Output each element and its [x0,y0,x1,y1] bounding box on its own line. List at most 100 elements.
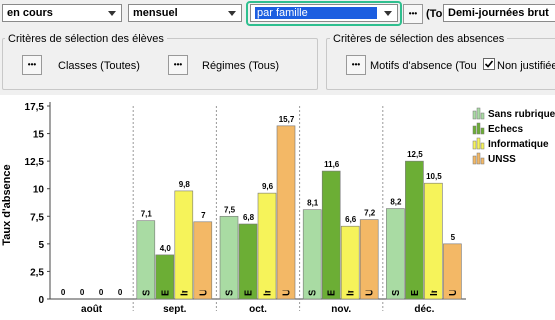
y-tick-label: 17,5 [25,102,45,113]
value-label: 7,2 [364,209,376,218]
value-label: 0 [61,288,66,297]
bar-series-label: Informatique [429,235,440,296]
value-label: 9,8 [179,180,191,189]
check-mark [484,60,494,68]
non-justified-label: Non justifiées [497,60,555,72]
bar [193,221,213,300]
value-label: 8,1 [307,199,319,208]
x-tick-label: déc. [414,304,434,315]
legend-swatch [476,137,481,150]
focus-ring [246,1,402,26]
bar-series-label: Echecs [160,261,171,296]
bar [238,223,258,300]
value-label: 7 [201,211,206,220]
value-label: 6,6 [345,215,357,224]
group-title: Critères de sélection des élèves [5,33,167,45]
bar [424,182,443,300]
bar-series-label: UNSS [365,268,376,296]
bar [405,160,424,300]
bar-series-label: UNSS [198,268,209,296]
bar-series-label: Sans rubrique [58,228,69,296]
legend-label: Echecs [488,124,523,135]
x-tick-label: août [81,304,103,315]
value-label: 15,7 [279,115,295,124]
x-tick-label: oct. [249,304,267,315]
bar [302,209,322,300]
regimes-label: Régimes (Tous) [202,60,280,72]
bar [276,125,296,300]
value-label: 7,1 [141,210,153,219]
unit-text: Demi-journées brut [448,7,549,19]
checkbox[interactable] [483,58,495,70]
bar [340,225,360,300]
bar [174,190,194,300]
legend-swatch [480,157,485,165]
y-tick-label: 5 [38,240,44,251]
legend-swatch [472,140,477,150]
legend-swatch [476,107,481,120]
legend-swatch [476,122,481,135]
y-tick-label: 2,5 [30,267,44,278]
y-axis-label: Taux d'absence [1,164,13,245]
classes-label: Classes (Toutes) [58,60,140,72]
bar-series-label: Sans rubrique [308,228,319,296]
frequency-select[interactable]: mensuel [128,4,242,22]
bar-series-label: Informatique [263,235,274,296]
partial-label: (To [426,8,443,20]
value-label: 11,6 [324,160,340,169]
value-label: 5 [451,233,456,242]
bar-series-label: UNSS [282,268,293,296]
legend-swatch [476,152,481,165]
group-title: Critères de sélection des absences [330,33,508,45]
y-tick-label: 12,5 [25,157,45,168]
bar [443,243,462,300]
bar-series-label: Echecs [244,261,255,296]
bar-series-label: Informatique [179,235,190,296]
classes-button[interactable]: ••• [22,55,42,75]
legend-swatch [472,155,477,165]
period-select[interactable]: en cours [2,4,122,22]
unit-select[interactable]: Demi-journées brut [443,4,555,22]
x-tick-label: sept. [163,304,187,315]
legend-swatch [480,142,485,150]
value-label: 6,8 [243,213,255,222]
regimes-button[interactable]: ••• [168,55,188,75]
legend-swatch [472,125,477,135]
y-tick-label: 10 [33,185,45,196]
bar-series-label: Informatique [346,235,357,296]
frequency-text: mensuel [133,7,178,19]
value-label: 9,6 [262,182,274,191]
value-label: 10,5 [426,172,442,181]
bar [359,219,379,300]
more-button[interactable]: ••• [403,4,423,24]
bar [136,220,156,300]
bar-series-label: Echecs [410,261,421,296]
bar [219,215,239,300]
value-label: 12,5 [407,150,423,159]
y-tick-label: 15 [33,130,45,141]
value-label: 4,0 [160,244,172,253]
value-label: 0 [118,288,123,297]
legend-swatch [472,110,477,120]
bar-series-label: Echecs [327,261,338,296]
x-tick-label: nov. [331,304,351,315]
bar-series-label: Sans rubrique [391,228,402,296]
legend-label: UNSS [488,154,516,165]
value-label: 8,2 [390,198,402,207]
motifs-label: Motifs d'absence (Tou [370,60,477,72]
bar-series-label: Sans rubrique [225,228,236,296]
chart: Taux d'absence 0 2,5 5 7,5 10 12,5 15 17,5 août s… [0,95,555,320]
grouping-text: par famille [255,7,377,19]
legend-label: Sans rubrique [488,109,555,120]
value-label: 7,5 [224,205,236,214]
bar-series-label: UNSS [448,268,459,296]
bar [257,192,277,300]
period-text: en cours [7,7,53,19]
grouping-select[interactable]: par famille [250,4,398,22]
bar-series-label: Informatique [96,235,107,296]
y-tick-label: 7,5 [30,212,44,223]
bar [155,254,175,300]
motifs-button[interactable]: ••• [346,55,366,75]
bar-series-label: Sans rubrique [141,228,152,296]
